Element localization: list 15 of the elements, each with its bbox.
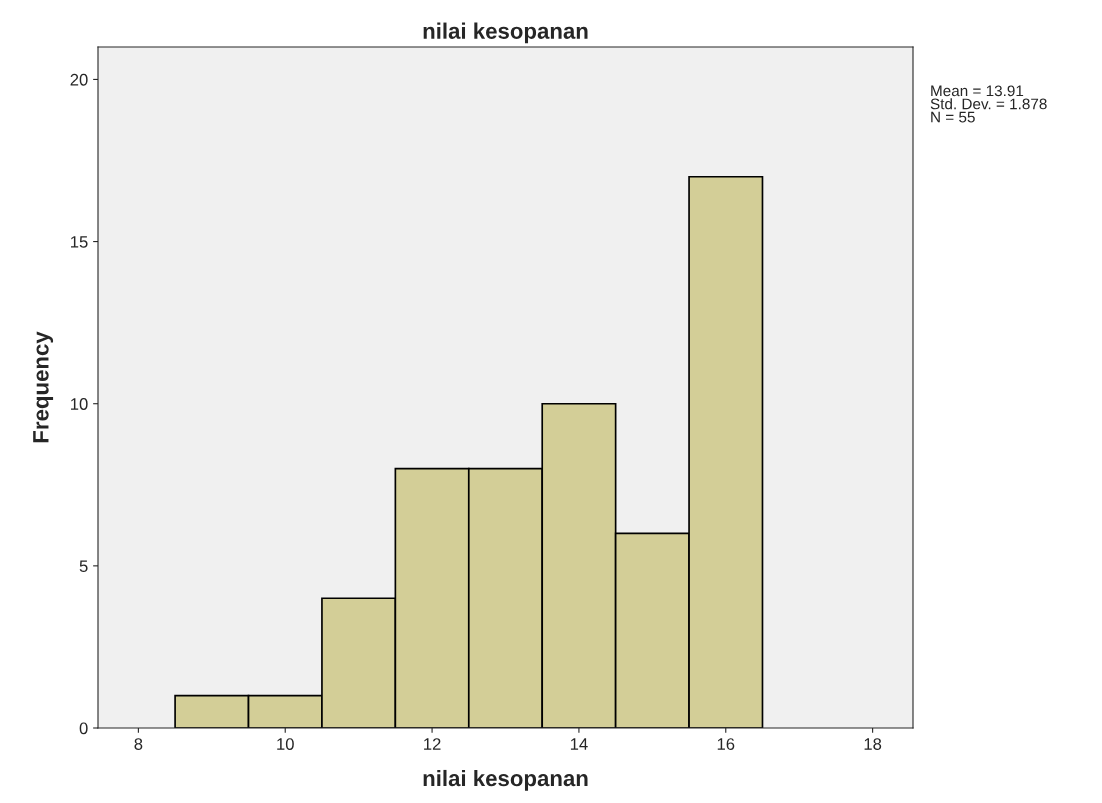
x-tick-label: 10 <box>277 738 294 750</box>
x-axis-title: nilai kesopanan <box>423 769 588 791</box>
y-tick-label: 15 <box>71 236 88 248</box>
y-tick-label: 10 <box>71 398 88 410</box>
x-tick-label: 16 <box>717 738 735 750</box>
x-tick-label: 12 <box>424 738 441 750</box>
text: Mean = 13.91 Std. Dev. = 1.878 N = 55 <box>930 85 1047 123</box>
x-tick-label: 14 <box>570 738 588 750</box>
y-tick-label: 0 <box>79 722 88 735</box>
chart-title: nilai kesopanan <box>423 22 588 44</box>
y-tick-label: 5 <box>79 560 88 573</box>
y-tick-label: 20 <box>70 73 88 86</box>
x-tick-label: 8 <box>134 738 143 750</box>
x-tick-label: 18 <box>864 738 882 750</box>
y-axis-title: Frequency <box>33 331 54 443</box>
